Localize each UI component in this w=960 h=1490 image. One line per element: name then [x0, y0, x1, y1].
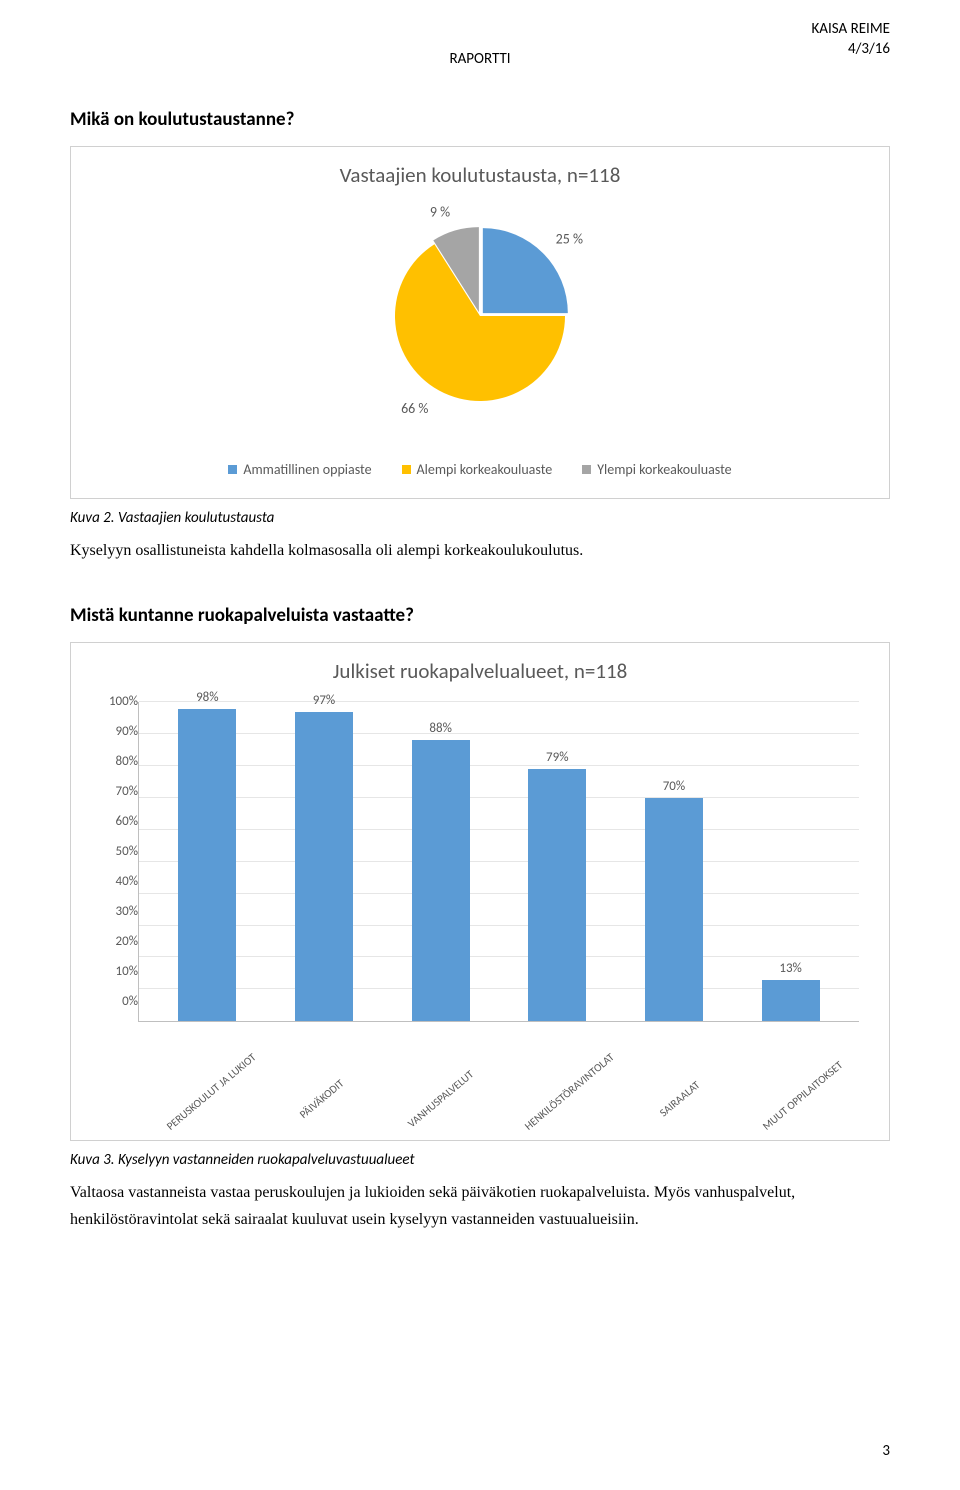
page: KAISA REIME 4/3/16 RAPORTTI Mikä on koul… [0, 0, 960, 1490]
x-tick-label: HENKILÖSTÖRAVINTOLAT [522, 1065, 649, 1192]
bar-value-label: 79% [546, 750, 568, 765]
pie-chart-title: Vastaajien koulutustausta, n=118 [91, 162, 869, 188]
bar-value-label: 98% [196, 690, 218, 705]
bar-chart-box: Julkiset ruokapalvelualueet, n=118 0%10%… [70, 642, 890, 1141]
bar-column: 88% [396, 721, 486, 1021]
section1-body: Kyselyyn osallistuneista kahdella kolmas… [70, 537, 890, 564]
bar-value-label: 70% [663, 779, 685, 794]
bar-y-axis: 0%10%20%30%40%50%60%70%80%90%100% [96, 702, 138, 1022]
section2-body: Valtaosa vastanneista vastaa peruskouluj… [70, 1179, 890, 1233]
legend-item: Ylempi korkeakouluaste [582, 461, 731, 478]
bar-value-label: 88% [429, 721, 451, 736]
pie-slice-label: 9 % [430, 206, 450, 221]
bar [528, 769, 586, 1021]
legend-label: Ylempi korkeakouluaste [597, 461, 731, 478]
author-name: KAISA REIME [811, 20, 890, 40]
legend-item: Ammatillinen oppiaste [228, 461, 371, 478]
bar [762, 980, 820, 1021]
bar [412, 740, 470, 1021]
pie-svg: 25 % 66 % 9 % [340, 206, 620, 436]
bar-column: 79% [512, 750, 602, 1021]
figure2-caption: Kuva 2. Vastaajien koulutustausta [70, 509, 890, 527]
bar-column: 98% [162, 690, 252, 1022]
pie-slice-label: 25 % [556, 231, 583, 248]
bar-x-labels: PERUSKOULUT JA LUKIOTPÄIVÄKODITVANHUSPAL… [133, 1030, 869, 1120]
bar-plot-area: 98%97%88%79%70%13% [138, 702, 859, 1022]
document-date: 4/3/16 [811, 40, 890, 60]
bar-value-label: 97% [313, 693, 335, 708]
section2-heading: Mistä kuntanne ruokapalveluista vastaatt… [70, 604, 890, 627]
x-tick-label: MUUT OPPILAITOKSET [760, 1065, 887, 1192]
legend-label: Alempi korkeakouluaste [417, 461, 553, 478]
legend-item: Alempi korkeakouluaste [402, 461, 553, 478]
pie-chart-box: Vastaajien koulutustausta, n=118 25 % 66 … [70, 146, 890, 499]
legend-label: Ammatillinen oppiaste [243, 461, 371, 478]
legend-swatch [582, 465, 591, 474]
pie-slice-label: 66 % [401, 400, 428, 417]
bar-column: 97% [279, 693, 369, 1021]
bar-column: 13% [746, 961, 836, 1021]
bar [178, 709, 236, 1022]
bar [295, 712, 353, 1021]
pie-legend: Ammatillinen oppiaste Alempi korkeakoulua… [228, 461, 731, 478]
header-title: RAPORTTI [70, 50, 890, 68]
legend-swatch [228, 465, 237, 474]
x-tick-label: SAIRAALAT [641, 1065, 768, 1192]
section1-heading: Mikä on koulutustaustanne? [70, 108, 890, 131]
header-meta: KAISA REIME 4/3/16 [811, 20, 890, 59]
page-number: 3 [882, 1442, 890, 1460]
x-tick-label: PERUSKOULUT JA LUKIOT [164, 1065, 291, 1192]
bar [645, 798, 703, 1021]
pie-chart: 25 % 66 % 9 % Ammatillinen oppiaste Alempi … [91, 206, 869, 478]
x-tick-label: PÄIVÄKODIT [283, 1065, 410, 1192]
bar-chart: 0%10%20%30%40%50%60%70%80%90%100% 98%97%… [91, 702, 869, 1022]
bar-chart-title: Julkiset ruokapalvelualueet, n=118 [91, 658, 869, 684]
x-tick-label: VANHUSPALVELUT [402, 1065, 529, 1192]
bar-value-label: 13% [779, 961, 801, 976]
bar-column: 70% [629, 779, 719, 1021]
legend-swatch [402, 465, 411, 474]
